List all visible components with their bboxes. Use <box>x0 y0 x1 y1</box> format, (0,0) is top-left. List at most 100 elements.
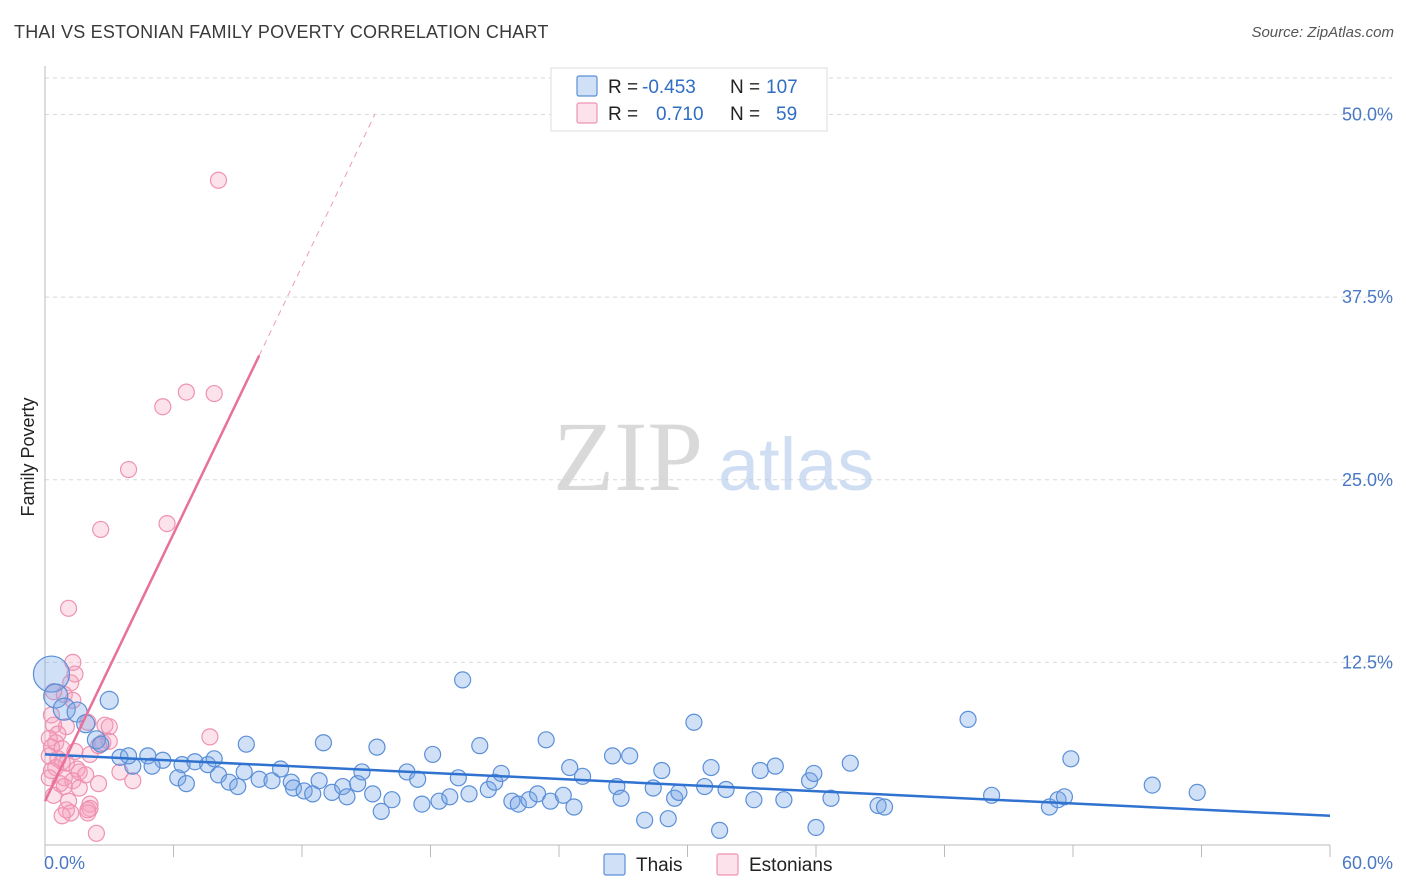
estonian-point-5 <box>158 514 176 533</box>
thai-point-65 <box>573 767 592 785</box>
thai-point-14 <box>169 769 187 787</box>
estonian-point-27 <box>201 728 219 746</box>
thai-point-83 <box>766 757 784 775</box>
thai-point-75 <box>670 783 688 802</box>
estonian-point-0 <box>209 171 228 189</box>
thai-point-57 <box>509 795 527 813</box>
thai-point-29 <box>284 779 303 797</box>
legend-est-r-label: R = <box>608 104 638 125</box>
thai-point-52 <box>471 737 489 755</box>
thai-point-88 <box>822 789 840 807</box>
y-tick-label-1: 25.0% <box>1342 470 1393 490</box>
y-tick-label-3: 50.0% <box>1342 105 1393 125</box>
thai-point-97 <box>1062 750 1080 768</box>
bottom-legend-est-label: Estonians <box>749 855 832 876</box>
thai-point-39 <box>364 785 382 803</box>
thai-point-76 <box>685 713 703 731</box>
thai-point-92 <box>959 710 977 728</box>
legend-thai-r-label: R = <box>608 77 638 98</box>
axes <box>44 66 1331 857</box>
thai-point-78 <box>702 758 720 777</box>
x-tick-label-min: 0.0% <box>44 853 85 873</box>
legend: R = -0.453 N = 107 R = 0.710 N = 59 <box>550 67 828 132</box>
estonian-point-16 <box>44 716 63 734</box>
thai-point-25 <box>250 770 268 788</box>
thai-point-69 <box>621 747 639 765</box>
estonian-point-58 <box>87 824 106 842</box>
thai-point-99 <box>1188 783 1206 802</box>
thai-point-7 <box>92 735 110 753</box>
thai-point-41 <box>372 802 390 820</box>
thai-point-1 <box>43 683 69 709</box>
estonian-point-19 <box>100 718 118 736</box>
watermark-atlas: atlas <box>718 423 874 506</box>
thai-point-15 <box>177 775 195 793</box>
estonian-point-47 <box>89 775 108 793</box>
thai-point-86 <box>805 764 823 783</box>
thai-point-40 <box>368 738 386 756</box>
estonian-point-48 <box>124 772 142 790</box>
thai-point-80 <box>717 780 735 799</box>
y-axis-title: Family Poverty <box>18 397 38 516</box>
estonian-point-1 <box>177 383 195 401</box>
thai-point-23 <box>235 763 253 781</box>
estonian-point-3 <box>154 398 172 416</box>
bottom-legend: Thais Estonians <box>603 853 832 876</box>
thai-point-0 <box>32 655 71 693</box>
thai-point-48 <box>441 788 459 806</box>
watermark-zip: ZIP <box>553 401 703 512</box>
estonian-point-13 <box>64 691 82 709</box>
thai-point-59 <box>528 785 547 803</box>
thai-point-51 <box>460 785 478 803</box>
estonians-series <box>40 171 228 842</box>
source-label: Source: ZipAtlas.com <box>1251 24 1394 41</box>
thai-point-79 <box>711 821 729 839</box>
bottom-legend-est-swatch <box>716 853 739 876</box>
legend-thai-swatch <box>576 75 598 97</box>
estonians-trend-extension <box>258 114 376 356</box>
thai-point-16 <box>119 747 138 765</box>
thai-point-82 <box>751 761 769 780</box>
thai-point-26 <box>263 772 281 790</box>
thai-point-5 <box>99 690 119 710</box>
thai-point-54 <box>486 773 504 791</box>
thai-point-50 <box>454 671 472 689</box>
trend-lines <box>43 114 1331 818</box>
thai-point-32 <box>310 772 328 790</box>
thai-point-81 <box>745 791 763 809</box>
thai-point-55 <box>492 764 510 783</box>
thai-point-60 <box>537 731 555 749</box>
thai-point-6 <box>86 730 107 750</box>
estonian-point-55 <box>53 807 71 825</box>
bottom-legend-thai-label: Thais <box>636 855 682 876</box>
estonian-point-4 <box>119 460 138 479</box>
thai-point-47 <box>430 792 448 810</box>
thai-point-18 <box>199 756 217 774</box>
legend-est-r-value: 0.710 <box>656 104 704 125</box>
thai-point-58 <box>520 791 538 809</box>
thai-point-73 <box>659 810 677 828</box>
thai-point-45 <box>413 795 431 813</box>
chart-title: THAI VS ESTONIAN FAMILY POVERTY CORRELAT… <box>14 22 549 42</box>
tick-labels: 12.5% 25.0% 37.5% 50.0% 0.0% 60.0% <box>44 105 1393 873</box>
estonian-point-2 <box>205 384 223 403</box>
thais-series <box>32 655 1206 839</box>
thai-point-62 <box>554 786 572 804</box>
thai-point-96 <box>1055 788 1074 806</box>
thai-point-46 <box>424 745 442 764</box>
estonian-point-7 <box>59 599 78 617</box>
legend-est-n-value: 59 <box>776 104 797 125</box>
thai-point-90 <box>869 796 887 815</box>
thai-point-13 <box>143 757 161 775</box>
thai-point-2 <box>52 697 76 721</box>
legend-est-swatch <box>576 102 598 124</box>
thai-point-70 <box>636 811 654 829</box>
estonian-point-9 <box>66 665 84 683</box>
thai-point-66 <box>603 747 622 765</box>
thai-point-49 <box>449 769 467 787</box>
estonian-point-57 <box>79 801 97 819</box>
legend-thai-r-value: -0.453 <box>642 77 696 98</box>
thai-point-21 <box>220 773 238 791</box>
